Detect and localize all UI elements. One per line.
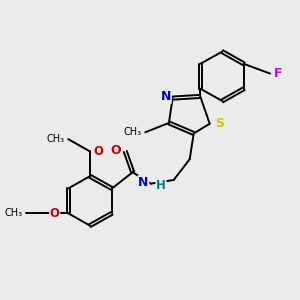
Text: O: O [50, 207, 60, 220]
Text: F: F [274, 67, 282, 80]
Text: N: N [161, 90, 171, 103]
Text: CH₃: CH₃ [47, 134, 65, 144]
Text: CH₃: CH₃ [124, 127, 142, 137]
Text: H: H [156, 178, 166, 192]
Text: CH₃: CH₃ [5, 208, 23, 218]
Text: S: S [215, 117, 224, 130]
Text: O: O [93, 145, 103, 158]
Text: N: N [138, 176, 149, 189]
Text: O: O [110, 143, 121, 157]
